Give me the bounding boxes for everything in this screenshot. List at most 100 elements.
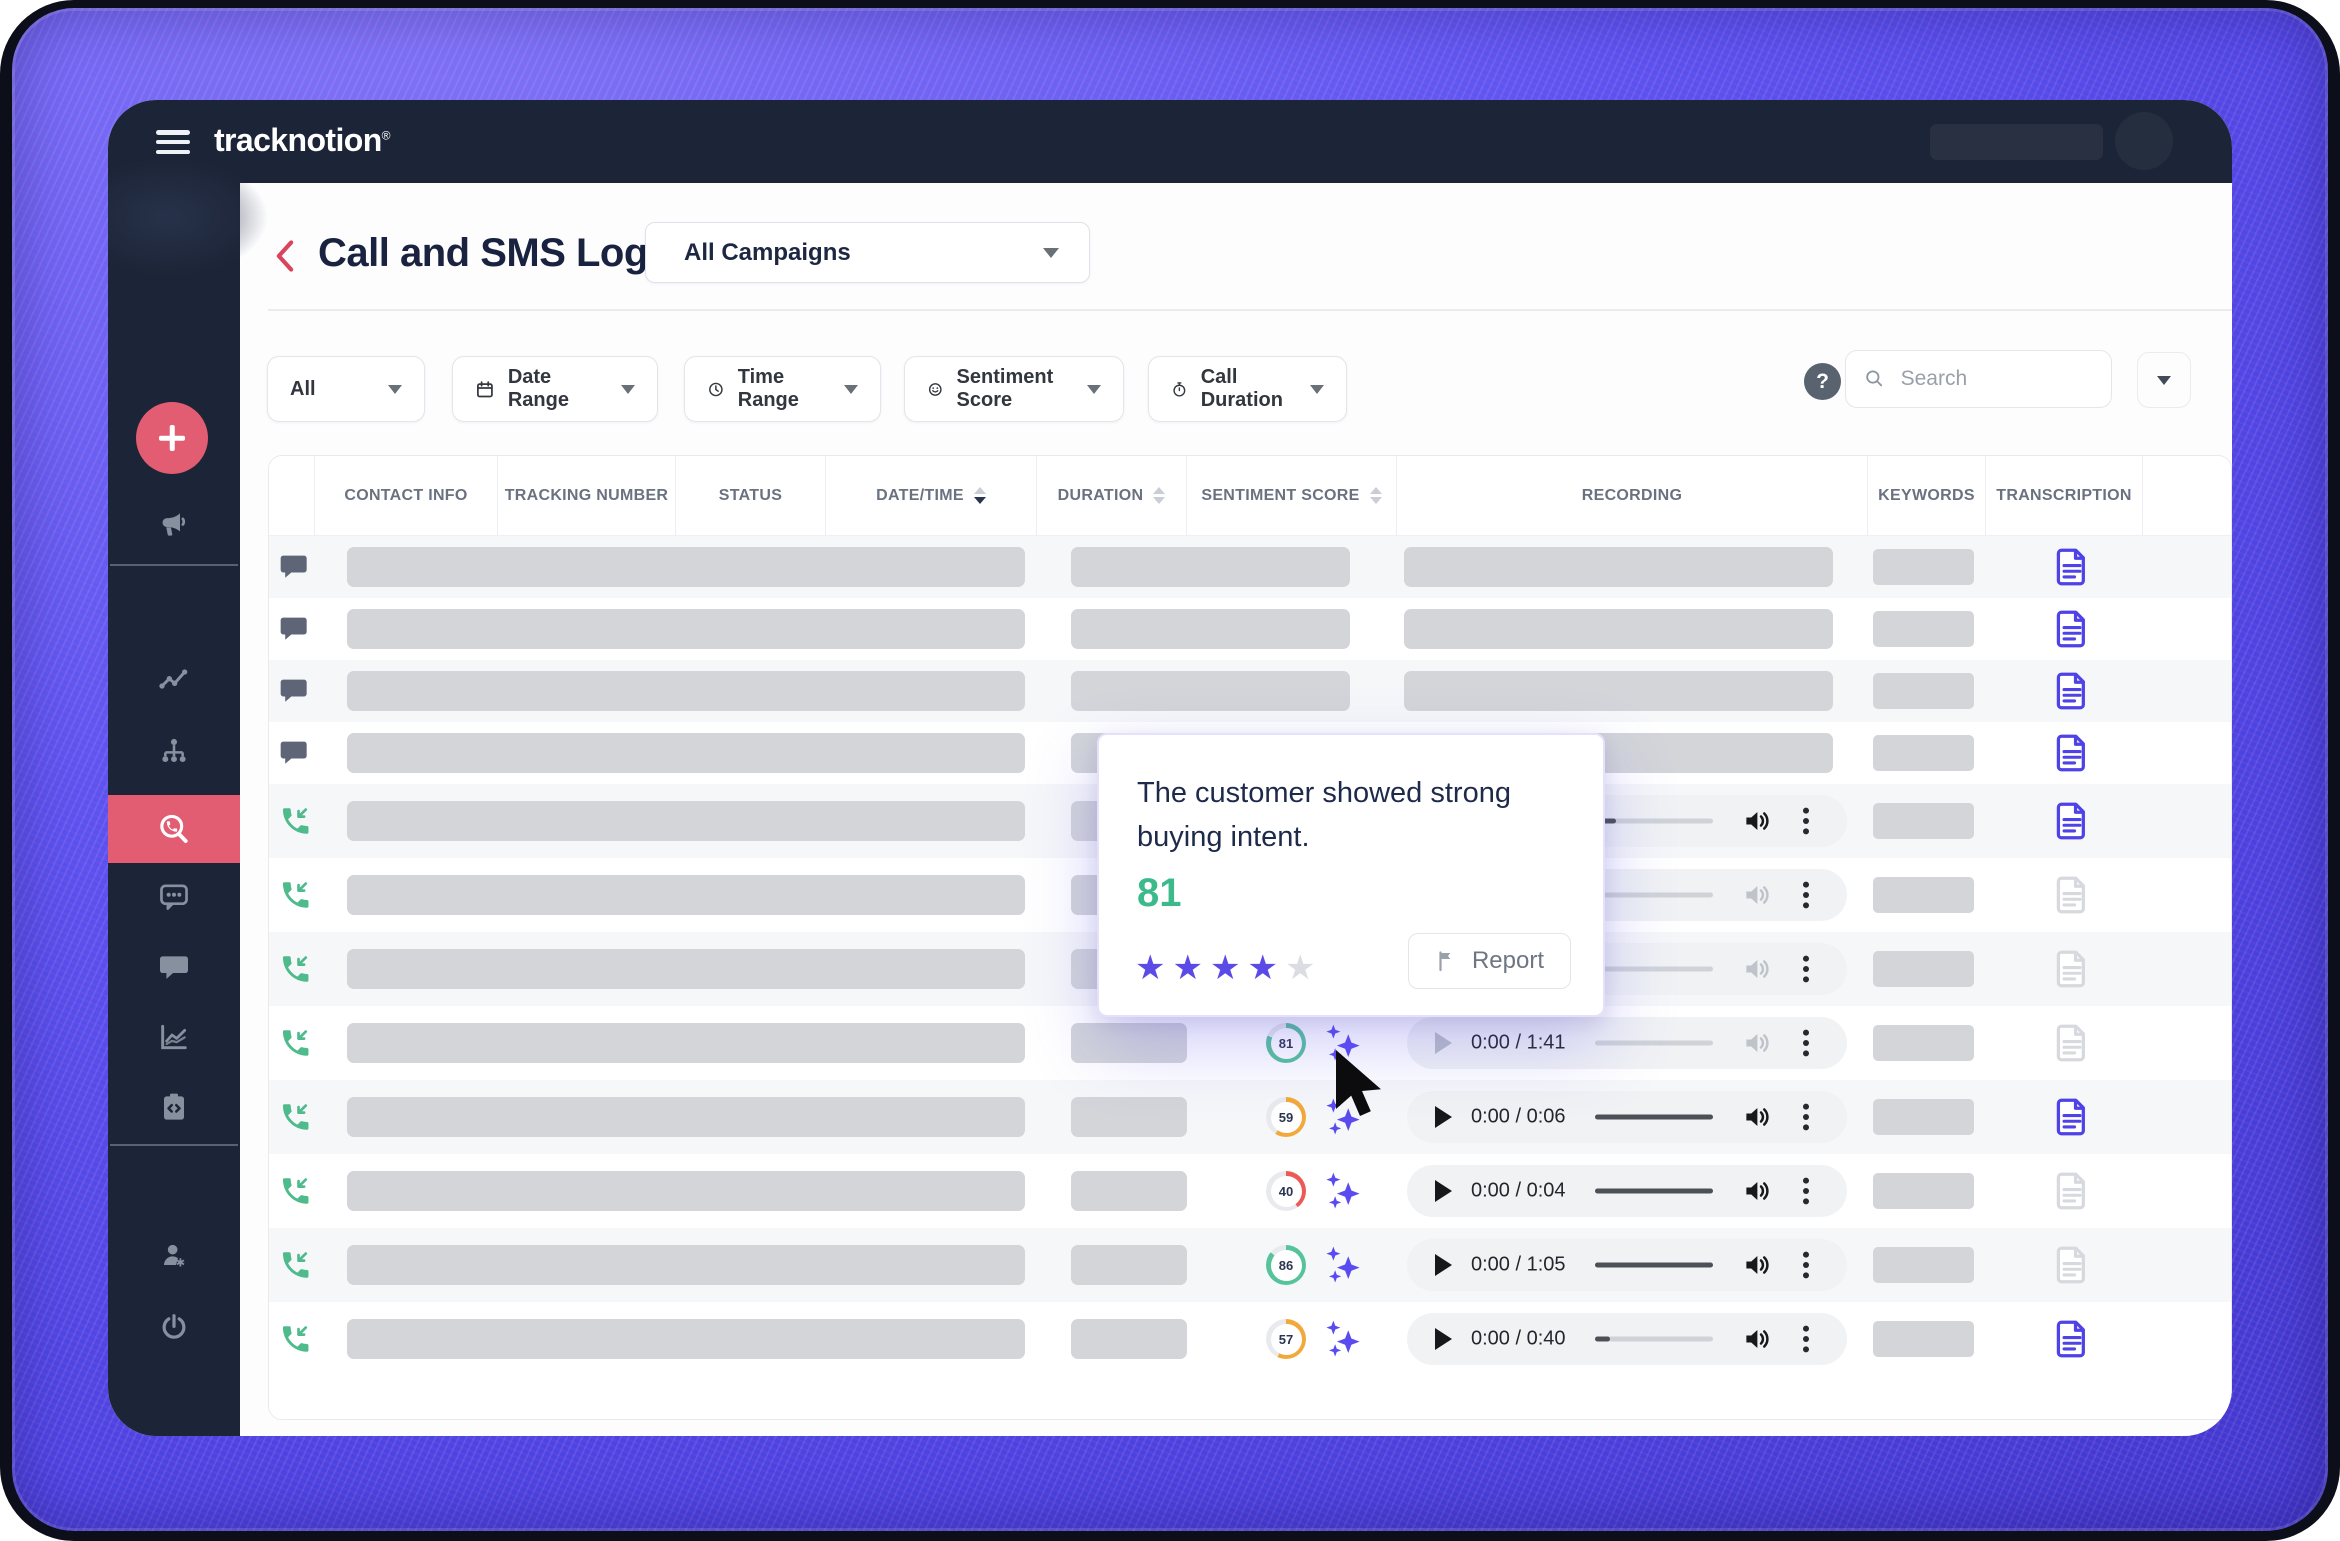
seek-bar[interactable]: [1595, 1262, 1713, 1268]
back-button[interactable]: [274, 240, 296, 277]
type-filter-dropdown[interactable]: All: [267, 356, 425, 422]
keywords-placeholder: [1873, 951, 1974, 987]
call-duration-filter[interactable]: Call Duration: [1148, 356, 1347, 422]
volume-icon[interactable]: [1742, 806, 1772, 836]
table-row[interactable]: 86 0:00 / 1:05: [269, 1228, 2231, 1302]
play-button[interactable]: [1435, 1032, 1452, 1054]
transcription-icon[interactable]: [2055, 671, 2089, 711]
volume-icon[interactable]: [1742, 1324, 1772, 1354]
table-row[interactable]: [269, 660, 2231, 722]
more-options-icon[interactable]: [1801, 1250, 1811, 1280]
transcription-icon[interactable]: [2055, 875, 2089, 915]
transcription-icon[interactable]: [2055, 547, 2089, 587]
table-row[interactable]: 81 0:00 / 1:41: [269, 1006, 2232, 1080]
table-row[interactable]: [269, 598, 2232, 660]
star-icon[interactable]: [1210, 951, 1240, 985]
volume-icon[interactable]: [1742, 1028, 1772, 1058]
more-options-icon[interactable]: [1801, 806, 1811, 836]
sidebar-item-call-log-active[interactable]: [108, 795, 240, 863]
table-options-dropdown[interactable]: [2137, 352, 2191, 408]
ai-sparkles-icon[interactable]: [1322, 1096, 1364, 1138]
more-options-icon[interactable]: [1801, 1102, 1811, 1132]
sentiment-score-ring: 40: [1266, 1171, 1306, 1211]
sidebar-item-analytics[interactable]: [108, 664, 240, 696]
volume-icon[interactable]: [1742, 1176, 1772, 1206]
play-button[interactable]: [1435, 1106, 1452, 1128]
transcription-icon[interactable]: [2055, 949, 2089, 989]
sidebar-item-sms-log[interactable]: [108, 881, 240, 913]
transcription-icon[interactable]: [2055, 1319, 2089, 1359]
transcription-icon[interactable]: [2055, 1171, 2089, 1211]
sidebar-item-account[interactable]: [108, 1239, 240, 1271]
seek-bar[interactable]: [1595, 1188, 1713, 1194]
header-avatar[interactable]: [2115, 112, 2173, 170]
table-row[interactable]: 59 0:00 / 0:06: [269, 1080, 2231, 1154]
incoming-call-icon: [278, 804, 312, 838]
star-icon[interactable]: [1172, 951, 1202, 985]
sort-arrows-icon[interactable]: [1153, 487, 1166, 504]
header-action-button[interactable]: [1930, 124, 2103, 160]
volume-icon[interactable]: [1742, 1250, 1772, 1280]
ai-sparkles-icon[interactable]: [1322, 1244, 1364, 1286]
duration-placeholder: [1071, 609, 1350, 649]
more-options-icon[interactable]: [1801, 1176, 1811, 1206]
seek-bar[interactable]: [1595, 1040, 1713, 1046]
play-button[interactable]: [1435, 1180, 1452, 1202]
chevron-down-icon: [1310, 384, 1324, 394]
ai-sparkles-icon[interactable]: [1322, 1318, 1364, 1360]
keywords-placeholder: [1873, 803, 1974, 839]
seek-bar[interactable]: [1595, 966, 1713, 972]
more-options-icon[interactable]: [1801, 1028, 1811, 1058]
audio-player: 0:00 / 0:06: [1407, 1091, 1847, 1143]
column-header-date-time[interactable]: DATE/TIME: [825, 456, 1036, 536]
column-header-duration[interactable]: DURATION: [1036, 456, 1186, 536]
hamburger-menu-icon[interactable]: [156, 130, 190, 154]
search-input[interactable]: [1898, 366, 2093, 392]
sidebar-item-logout[interactable]: [108, 1311, 240, 1343]
ai-sparkles-icon[interactable]: [1322, 1170, 1364, 1212]
campaign-dropdown[interactable]: All Campaigns: [645, 222, 1090, 283]
play-button[interactable]: [1435, 1254, 1452, 1276]
transcription-icon[interactable]: [2055, 609, 2089, 649]
date-range-filter[interactable]: Date Range: [452, 356, 658, 422]
seek-bar[interactable]: [1595, 1114, 1713, 1120]
sidebar-item-campaigns[interactable]: [108, 509, 240, 541]
sort-arrows-icon[interactable]: [1369, 487, 1382, 504]
report-button[interactable]: Report: [1407, 933, 1571, 989]
table-row[interactable]: [269, 932, 2231, 1006]
transcription-icon[interactable]: [2055, 801, 2089, 841]
sidebar-item-integrations[interactable]: [108, 1091, 240, 1123]
transcription-icon[interactable]: [2055, 733, 2089, 773]
volume-icon[interactable]: [1742, 880, 1772, 910]
sort-arrows-icon[interactable]: [973, 487, 986, 504]
play-button[interactable]: [1435, 1328, 1452, 1350]
more-options-icon[interactable]: [1801, 954, 1811, 984]
sidebar-item-messages[interactable]: [108, 951, 240, 983]
transcription-icon[interactable]: [2055, 1245, 2089, 1285]
sidebar-item-campaign-tree[interactable]: [108, 736, 240, 768]
sentiment-score-ring: 59: [1266, 1097, 1306, 1137]
seek-bar[interactable]: [1595, 818, 1713, 824]
add-button[interactable]: [136, 402, 208, 474]
volume-icon[interactable]: [1742, 1102, 1772, 1132]
column-header-sentiment-score[interactable]: SENTIMENT SCORE: [1186, 456, 1396, 536]
transcription-icon[interactable]: [2055, 1023, 2089, 1063]
table-row[interactable]: 57 0:00 / 0:40: [269, 1302, 2232, 1376]
table-row[interactable]: [269, 536, 2231, 598]
star-icon[interactable]: [1285, 951, 1315, 985]
more-options-icon[interactable]: [1801, 880, 1811, 910]
volume-icon[interactable]: [1742, 954, 1772, 984]
sentiment-score-filter[interactable]: Sentiment Score: [904, 356, 1124, 422]
transcription-icon[interactable]: [2055, 1097, 2089, 1137]
star-icon[interactable]: [1247, 951, 1277, 985]
time-range-filter[interactable]: Time Range: [684, 356, 881, 422]
sidebar-item-reports[interactable]: [108, 1021, 240, 1053]
seek-bar[interactable]: [1595, 1336, 1713, 1342]
table-row[interactable]: 40 0:00 / 0:04: [269, 1154, 2232, 1228]
more-options-icon[interactable]: [1801, 1324, 1811, 1354]
help-button[interactable]: ?: [1804, 363, 1841, 400]
contact-placeholder: [347, 875, 1025, 915]
ai-sparkles-icon[interactable]: [1322, 1022, 1364, 1064]
seek-bar[interactable]: [1595, 892, 1713, 898]
star-icon[interactable]: [1135, 951, 1165, 985]
